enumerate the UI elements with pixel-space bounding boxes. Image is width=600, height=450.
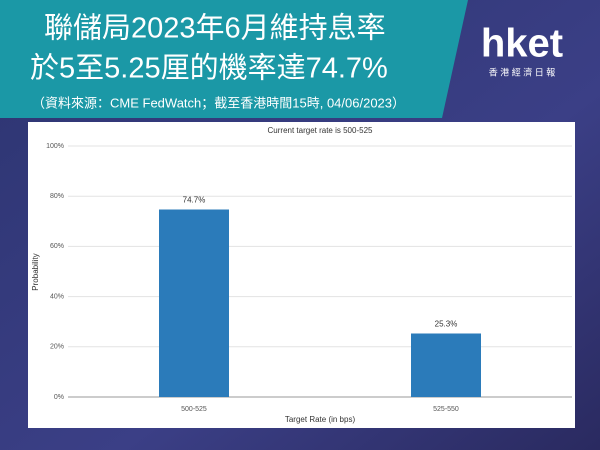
x-axis-label: Target Rate (in bps) [285, 415, 356, 424]
bar [411, 333, 481, 397]
bar [159, 209, 229, 397]
y-tick-label: 60% [50, 243, 64, 250]
y-tick-label: 100% [46, 143, 64, 150]
title-banner [0, 0, 468, 118]
logo: hket [481, 22, 563, 66]
value-label: 25.3% [435, 320, 458, 329]
headline: 聯儲局2023年6月維持息率 [44, 12, 386, 45]
chart-panel [28, 122, 575, 428]
y-tick-label: 80% [50, 193, 64, 200]
chart-title: Current target rate is 500-525 [268, 126, 373, 135]
logo-subtitle: 香 港 經 濟 日 報 [489, 66, 556, 77]
y-axis-label: Probability [31, 253, 40, 290]
value-label: 74.7% [183, 196, 206, 205]
y-tick-label: 40% [50, 293, 64, 300]
y-tick-label: 0% [54, 394, 64, 401]
headline: 於5至5.25厘的機率達74.7% [30, 52, 388, 85]
x-tick-label: 500-525 [181, 406, 207, 413]
x-tick-label: 525-550 [433, 406, 459, 413]
y-tick-label: 20% [50, 344, 64, 351]
source-note: （資料來源：CME FedWatch；截至香港時間15時, 04/06/2023… [32, 95, 405, 111]
